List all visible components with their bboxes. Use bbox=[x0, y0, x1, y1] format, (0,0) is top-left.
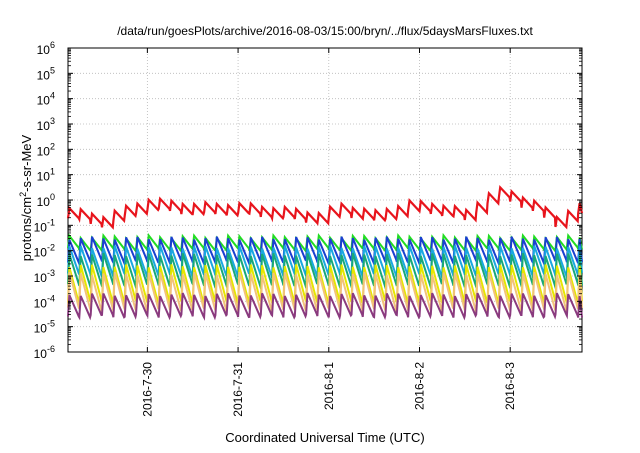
y-tick-label: 10-4 bbox=[34, 293, 55, 310]
y-tick-label: 102 bbox=[37, 141, 55, 158]
x-tick-label: 2016-7-31 bbox=[231, 362, 245, 417]
y-tick-label: 10-2 bbox=[34, 243, 55, 260]
series-line bbox=[67, 292, 583, 321]
x-tick-label: 2016-8-2 bbox=[412, 362, 426, 410]
y-tick-label: 106 bbox=[37, 40, 55, 57]
y-tick-label: 10-5 bbox=[34, 319, 55, 336]
y-tick-label: 101 bbox=[37, 167, 55, 184]
x-axis: 2016-7-30 2016-7-31 2016-8-1 2016-8-2 2016-8… bbox=[140, 48, 517, 417]
y-tick-label: 100 bbox=[37, 192, 55, 209]
x-tick-label: 2016-7-30 bbox=[140, 362, 154, 417]
y-tick-label: 105 bbox=[37, 65, 55, 82]
y-tick-label: 10-1 bbox=[34, 217, 55, 234]
series-layer bbox=[66, 184, 584, 321]
y-axis-label-rest: -s-sr-MeV bbox=[19, 134, 34, 191]
y-axis: 106 105 104 103 102 101 100 10-1 10-2 10-3 10-4 10-… bbox=[34, 40, 582, 361]
y-tick-label: 10-3 bbox=[34, 268, 55, 285]
y-tick-label: 104 bbox=[37, 91, 55, 108]
series-line bbox=[66, 184, 584, 230]
y-axis-label: protons/cm2-s-sr-MeV bbox=[18, 134, 34, 261]
chart-title: /data/run/goesPlots/archive/2016-08-03/1… bbox=[117, 24, 533, 38]
y-axis-label-sup: 2 bbox=[18, 192, 28, 197]
x-tick-label: 2016-8-1 bbox=[322, 362, 336, 410]
x-axis-label: Coordinated Universal Time (UTC) bbox=[225, 430, 424, 445]
y-tick-label: 103 bbox=[37, 116, 55, 133]
y-tick-label: 10-6 bbox=[34, 344, 55, 361]
x-tick-label: 2016-8-3 bbox=[503, 362, 517, 410]
y-axis-label-main: protons/cm bbox=[19, 197, 34, 261]
